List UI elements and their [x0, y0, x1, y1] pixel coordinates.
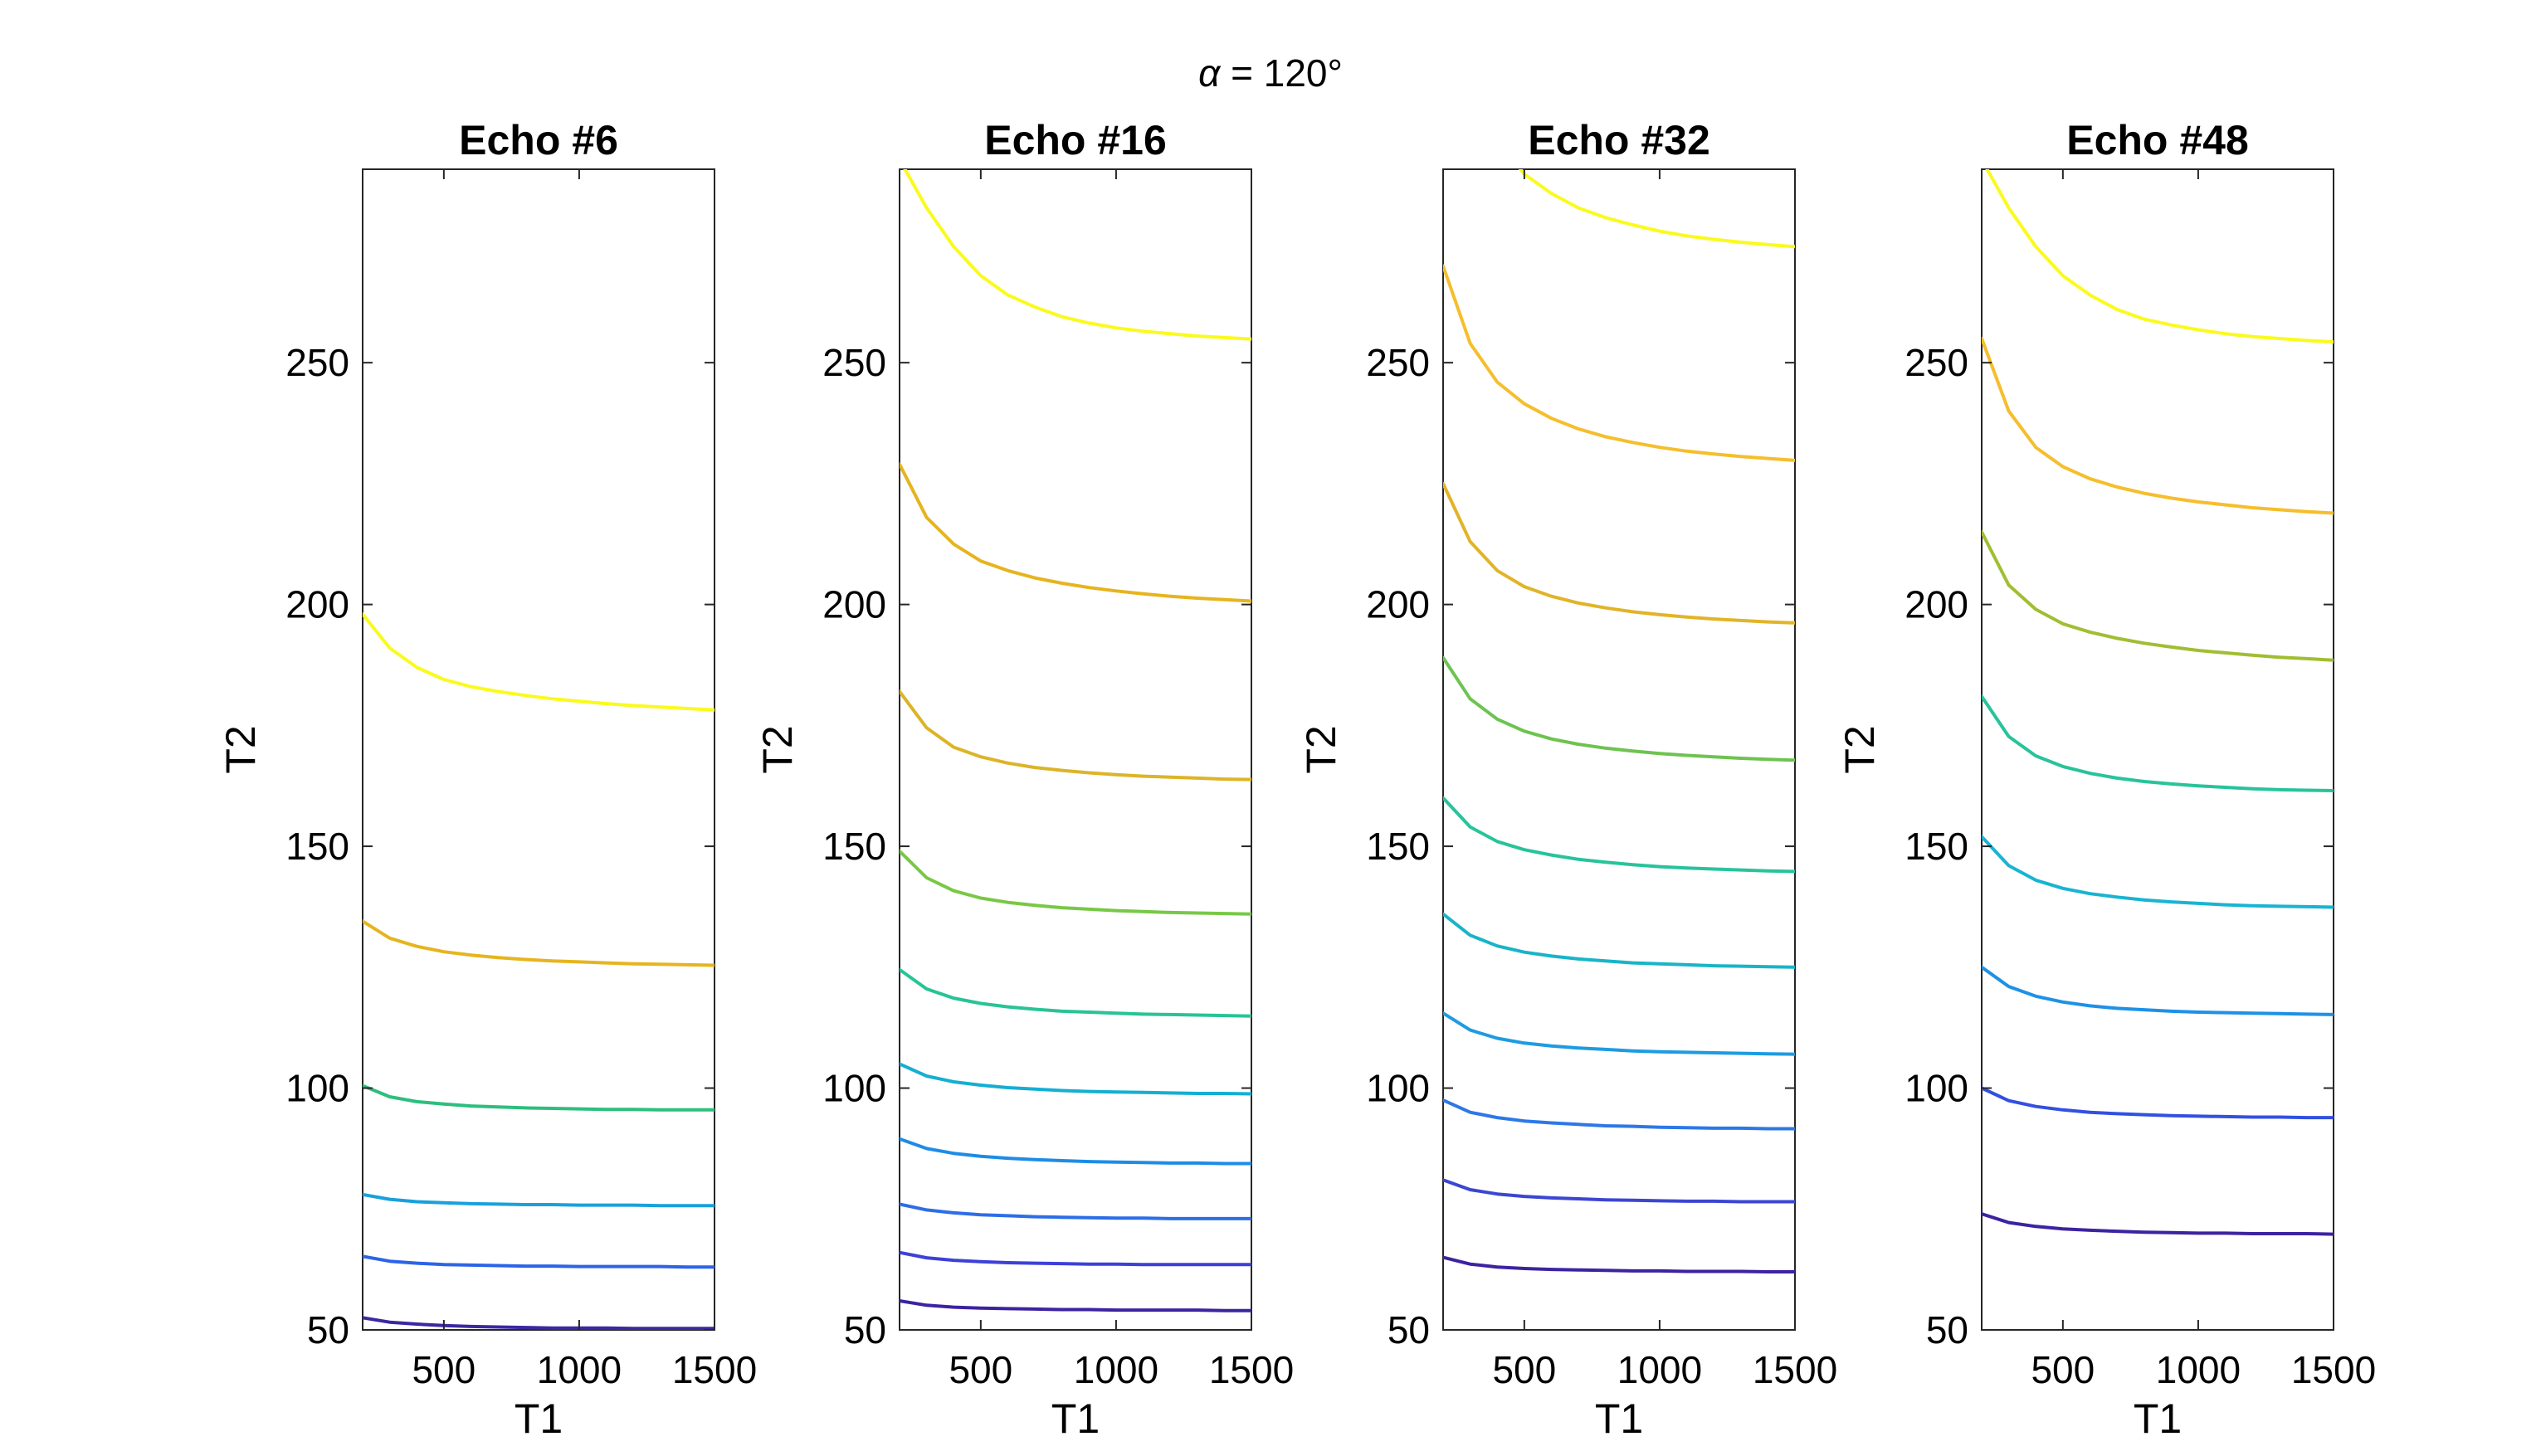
contour-line-8 — [900, 1202, 1251, 1220]
curves-group — [1443, 169, 1795, 1273]
panel-4: 500 1000 1500 50 100 150 200 250 T1 T2 Echo #48 — [1836, 117, 2376, 1442]
x-axis-label: T1 — [1051, 1395, 1100, 1442]
x-tick-label: 1500 — [672, 1348, 757, 1391]
contour-line-3 — [363, 1083, 715, 1112]
y-tick-label: 250 — [822, 341, 886, 384]
contour-line-1 — [903, 169, 1251, 341]
panel-title: Echo #32 — [1528, 117, 1710, 163]
panel-title: Echo #48 — [2066, 117, 2249, 163]
curves-group — [900, 169, 1251, 1312]
y-tick-label: 200 — [1366, 583, 1430, 626]
contour-line-4 — [1982, 694, 2334, 792]
contour-line-7 — [1443, 1011, 1795, 1056]
curves-group — [363, 612, 715, 1330]
contour-line-2 — [1982, 337, 2334, 515]
y-tick-label: 100 — [822, 1067, 886, 1110]
curves-group — [1982, 169, 2334, 1236]
y-tick-label: 50 — [1926, 1308, 1968, 1351]
x-tick-label: 500 — [2031, 1348, 2095, 1391]
contour-line-2 — [1443, 264, 1795, 462]
y-tick-label: 250 — [1366, 341, 1430, 384]
plot-frame — [899, 168, 1252, 1331]
contour-line-6 — [1443, 912, 1795, 969]
x-tick-label: 500 — [949, 1348, 1012, 1391]
figure-suptitle: α = 120° — [1198, 51, 1343, 95]
contour-line-4 — [900, 849, 1251, 916]
y-tick-label: 50 — [1388, 1308, 1430, 1351]
x-tick-label: 1000 — [2156, 1348, 2241, 1391]
x-axis-label: T1 — [1595, 1395, 1643, 1442]
contour-line-2 — [363, 919, 715, 967]
y-tick-label: 200 — [285, 583, 349, 626]
contour-line-5 — [363, 1254, 715, 1269]
contour-line-7 — [900, 1137, 1251, 1166]
panel-title: Echo #16 — [984, 117, 1167, 163]
contour-line-6 — [363, 1316, 715, 1330]
y-tick-label: 150 — [822, 825, 886, 868]
contour-line-4 — [363, 1192, 715, 1208]
y-axis-label: T2 — [1298, 725, 1344, 773]
y-axis-label: T2 — [217, 725, 264, 773]
contour-line-8 — [1443, 1098, 1795, 1131]
panel-title: Echo #6 — [459, 117, 618, 163]
contour-line-5 — [1982, 835, 2334, 909]
contour-line-3 — [1982, 530, 2334, 662]
y-tick-label: 100 — [1366, 1067, 1430, 1110]
x-axis-label: T1 — [2134, 1395, 2182, 1442]
y-tick-label: 50 — [844, 1308, 886, 1351]
panels-group: 500 1000 1500 50 100 150 200 250 T1 T2 Echo #6 500 1… — [217, 117, 2376, 1442]
x-tick-label: 500 — [1492, 1348, 1556, 1391]
panel-3: 500 1000 1500 50 100 150 200 250 T1 T2 Echo #32 — [1298, 117, 1837, 1442]
y-tick-label: 200 — [1905, 583, 1968, 626]
contour-line-2 — [900, 462, 1251, 603]
contour-line-1 — [1518, 169, 1795, 249]
contour-line-8 — [1982, 1212, 2334, 1236]
x-tick-label: 1500 — [1753, 1348, 1837, 1391]
contour-line-6 — [900, 1062, 1251, 1096]
contour-line-1 — [1985, 169, 2334, 344]
suptitle-rest: = 120° — [1220, 51, 1343, 95]
contour-line-5 — [900, 967, 1251, 1018]
suptitle-symbol: α — [1198, 51, 1222, 95]
y-tick-label: 100 — [1905, 1067, 1968, 1110]
contour-line-3 — [1443, 481, 1795, 625]
y-tick-label: 100 — [285, 1067, 349, 1110]
panel-1: 500 1000 1500 50 100 150 200 250 T1 T2 Echo #6 — [217, 117, 757, 1442]
contour-line-10 — [900, 1299, 1251, 1312]
y-tick-label: 150 — [1905, 825, 1968, 868]
y-axis-label: T2 — [1836, 725, 1883, 773]
y-axis-label: T2 — [754, 725, 801, 773]
contour-line-3 — [900, 689, 1251, 782]
x-tick-label: 1000 — [1617, 1348, 1702, 1391]
x-tick-label: 1500 — [1209, 1348, 1294, 1391]
y-tick-label: 150 — [285, 825, 349, 868]
x-tick-label: 1000 — [537, 1348, 622, 1391]
y-tick-label: 250 — [1905, 341, 1968, 384]
x-tick-label: 500 — [412, 1348, 476, 1391]
y-tick-label: 150 — [1366, 825, 1430, 868]
x-tick-label: 1500 — [2291, 1348, 2376, 1391]
contour-line-9 — [900, 1250, 1251, 1267]
contour-line-9 — [1443, 1178, 1795, 1204]
y-tick-label: 50 — [307, 1308, 349, 1351]
contour-line-4 — [1443, 655, 1795, 762]
contour-line-10 — [1443, 1255, 1795, 1273]
plot-frame — [362, 168, 715, 1331]
plot-frame — [1981, 168, 2334, 1331]
contour-line-1 — [363, 612, 715, 712]
y-tick-label: 250 — [285, 341, 349, 384]
contour-line-7 — [1982, 1086, 2334, 1120]
contour-line-5 — [1443, 796, 1795, 874]
panel-2: 500 1000 1500 50 100 150 200 250 T1 T2 Echo #16 — [754, 117, 1294, 1442]
contour-line-6 — [1982, 965, 2334, 1016]
y-tick-label: 200 — [822, 583, 886, 626]
x-tick-label: 1000 — [1074, 1348, 1158, 1391]
x-axis-label: T1 — [515, 1395, 563, 1442]
